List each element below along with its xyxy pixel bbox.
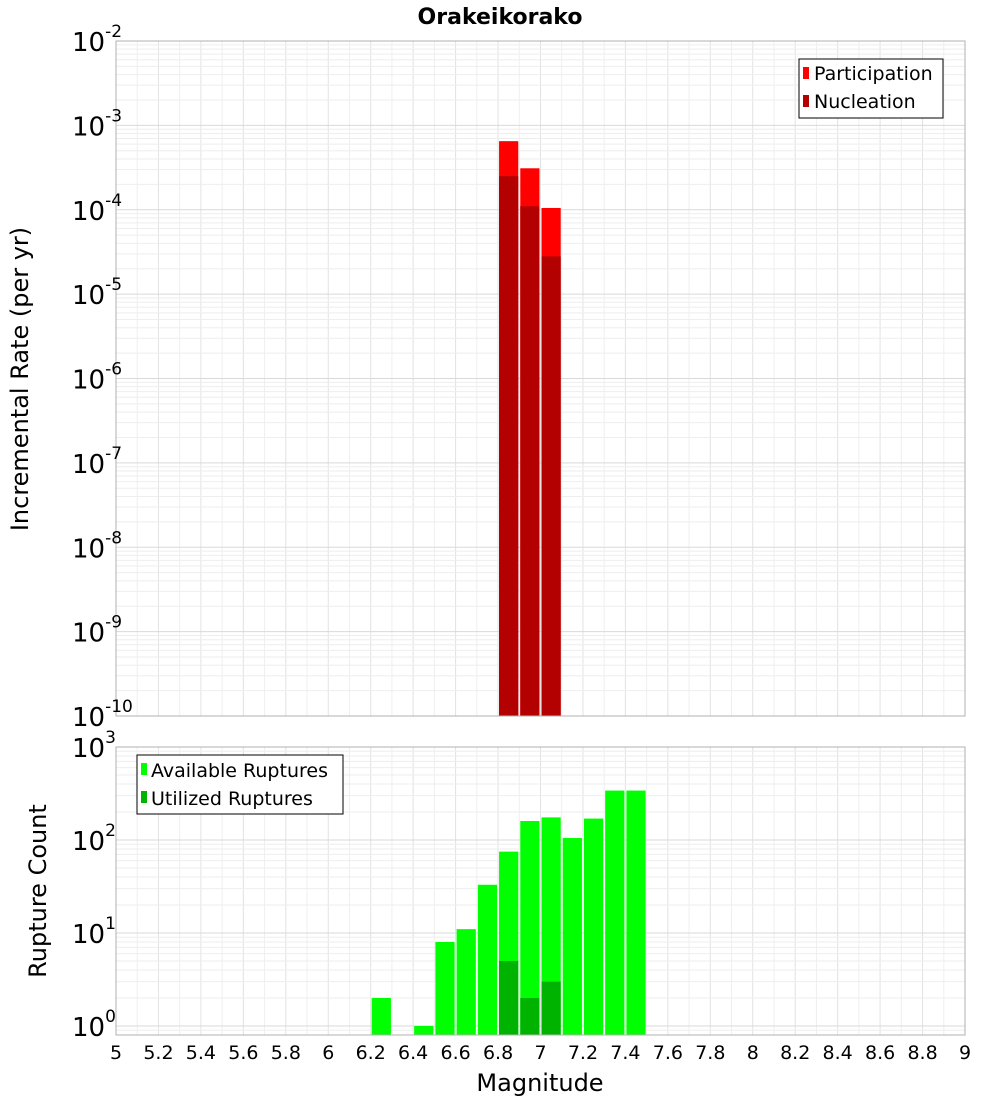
- top-y-axis-title: Incremental Rate (per yr): [6, 227, 34, 531]
- x-tick-label: 6.4: [398, 1042, 428, 1064]
- y-tick-exponent: -6: [105, 360, 122, 380]
- bar-available-ruptures: [477, 884, 498, 1035]
- x-tick-label: 6: [322, 1042, 334, 1064]
- y-tick-label: 10-3: [72, 106, 122, 142]
- y-tick-label: 10-4: [72, 191, 122, 227]
- bar-available-ruptures: [435, 942, 455, 1035]
- bar-nucleation: [541, 256, 561, 716]
- legend-utilized-ruptures: Utilized Ruptures: [151, 788, 313, 810]
- y-tick-label: 103: [72, 728, 116, 764]
- x-tick-label: 6.6: [440, 1042, 470, 1064]
- top-y-ticks: 10-10 10-9 10-8 10-7 10-6 10-5 10-4 10-3 10-2: [72, 22, 133, 733]
- bar-utilized-ruptures: [520, 997, 540, 1035]
- bottom-legend: Available Ruptures Utilized Ruptures: [136, 754, 344, 815]
- top-bars: [499, 141, 561, 717]
- bar-utilized-ruptures: [541, 981, 561, 1035]
- y-tick-exponent: 0: [105, 1007, 116, 1027]
- x-tick-label: 5.2: [143, 1042, 173, 1064]
- x-tick-label: 5.6: [228, 1042, 258, 1064]
- bar-nucleation: [520, 206, 540, 716]
- y-tick-label: 10-6: [72, 360, 122, 396]
- bar-available-ruptures: [605, 790, 625, 1035]
- chart-title: Orakeikorako: [418, 5, 583, 30]
- y-tick-exponent: -5: [105, 275, 122, 295]
- x-tick-label: 7: [534, 1042, 546, 1064]
- x-tick-label: 7.4: [610, 1042, 640, 1064]
- x-ticks: 5 5.2 5.4 5.6 5.8 6 6.2 6.4 6.6 6.8 7 7.2 7.4 7.6 7.8 8…: [110, 1042, 971, 1064]
- legend-swatch-available: [141, 763, 147, 775]
- y-tick-exponent: -2: [105, 22, 122, 42]
- y-tick-label: 100: [72, 1007, 116, 1043]
- x-tick-label: 8.4: [823, 1042, 853, 1064]
- y-tick-label: 10-5: [72, 275, 122, 311]
- bottom-legend-box: [136, 754, 344, 815]
- x-tick-label: 5.8: [271, 1042, 301, 1064]
- bar-available-ruptures: [626, 790, 646, 1035]
- x-tick-label: 7.2: [568, 1042, 598, 1064]
- x-tick-label: 7.6: [653, 1042, 683, 1064]
- y-tick-exponent: -10: [105, 697, 133, 717]
- participation-panel: 10-10 10-9 10-8 10-7 10-6 10-5 10-4 10-3 10-2 In…: [6, 22, 966, 733]
- bottom-grid: [115, 746, 966, 1036]
- bar-available-ruptures: [371, 997, 391, 1035]
- legend-swatch-participation: [803, 67, 809, 79]
- x-tick-label: 5: [110, 1042, 122, 1064]
- bottom-y-axis-title: Rupture Count: [24, 804, 52, 978]
- x-tick-label: 7.8: [695, 1042, 725, 1064]
- y-tick-exponent: 3: [105, 728, 116, 748]
- legend-participation: Participation: [814, 63, 933, 85]
- x-tick-label: 6.2: [356, 1042, 386, 1064]
- y-tick-exponent: -7: [105, 444, 122, 464]
- bar-available-ruptures: [583, 818, 604, 1035]
- y-tick-label: 10-2: [72, 22, 122, 58]
- x-axis-title: Magnitude: [476, 1069, 603, 1097]
- top-legend: Participation Nucleation: [798, 58, 944, 119]
- x-tick-label: 6.8: [483, 1042, 513, 1064]
- y-tick-label: 101: [72, 914, 116, 950]
- top-grid: [115, 40, 966, 717]
- y-tick-exponent: -8: [105, 528, 122, 548]
- x-tick-label: 5.4: [186, 1042, 216, 1064]
- bar-nucleation: [499, 176, 519, 716]
- y-tick-exponent: -9: [105, 613, 122, 633]
- top-plot-frame: [115, 40, 966, 717]
- x-tick-label: 8.8: [907, 1042, 937, 1064]
- bar-utilized-ruptures: [499, 960, 519, 1035]
- legend-swatch-nucleation: [803, 95, 809, 107]
- y-tick-label: 10-8: [72, 528, 122, 564]
- y-tick-label: 10-9: [72, 613, 122, 649]
- legend-swatch-utilized: [141, 791, 147, 803]
- bar-available-ruptures: [414, 1025, 434, 1035]
- y-tick-exponent: 1: [105, 914, 116, 934]
- x-tick-label: 8: [747, 1042, 759, 1064]
- y-tick-exponent: -4: [105, 191, 122, 211]
- top-legend-box: [798, 58, 944, 119]
- bar-available-ruptures: [562, 838, 582, 1035]
- x-tick-label: 8.2: [780, 1042, 810, 1064]
- x-tick-label: 9: [959, 1042, 971, 1064]
- bar-available-ruptures: [541, 817, 561, 1035]
- y-tick-label: 10-10: [72, 697, 133, 733]
- y-tick-exponent: 2: [105, 821, 116, 841]
- y-tick-exponent: -3: [105, 106, 122, 126]
- legend-nucleation: Nucleation: [814, 91, 916, 113]
- bar-available-ruptures: [520, 821, 540, 1035]
- y-tick-label: 10-7: [72, 444, 122, 480]
- legend-available-ruptures: Available Ruptures: [151, 760, 328, 782]
- bar-available-ruptures: [456, 929, 476, 1035]
- x-tick-label: 8.6: [865, 1042, 895, 1064]
- bottom-bars: [371, 790, 646, 1035]
- bottom-plot-frame: [115, 746, 966, 1036]
- y-tick-label: 102: [72, 821, 116, 857]
